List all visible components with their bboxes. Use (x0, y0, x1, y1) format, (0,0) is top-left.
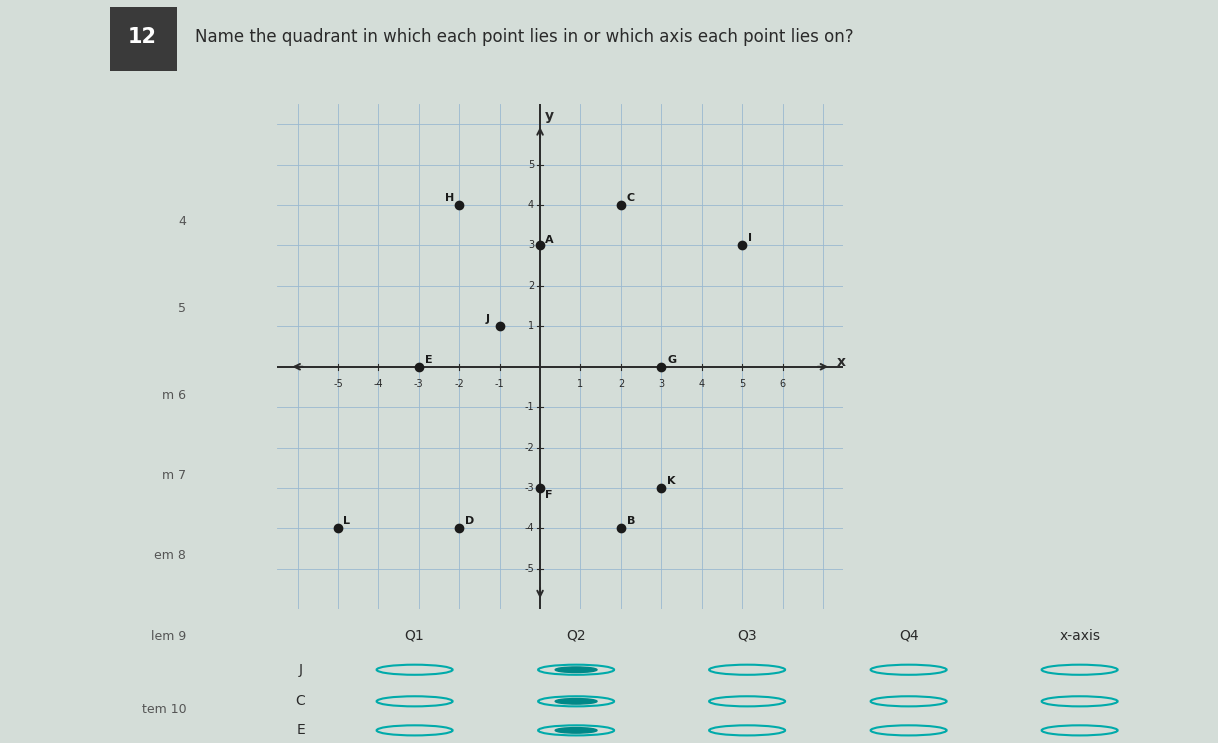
Text: -1: -1 (525, 402, 533, 412)
Text: Q2: Q2 (566, 629, 586, 643)
Text: 1: 1 (527, 321, 533, 331)
Text: -4: -4 (525, 523, 533, 533)
Text: em 8: em 8 (155, 549, 186, 562)
Text: -2: -2 (454, 379, 464, 389)
Text: F: F (544, 490, 553, 500)
Text: Name the quadrant in which each point lies in or which axis each point lies on?: Name the quadrant in which each point li… (195, 28, 854, 46)
Text: J: J (486, 314, 490, 324)
Text: -4: -4 (374, 379, 384, 389)
Text: -3: -3 (414, 379, 424, 389)
Text: Q4: Q4 (899, 629, 918, 643)
Text: G: G (667, 354, 676, 365)
Text: m 7: m 7 (162, 469, 186, 482)
Text: 4: 4 (699, 379, 705, 389)
Text: x-axis: x-axis (1060, 629, 1100, 643)
Text: -5: -5 (524, 564, 533, 574)
Text: D: D (465, 516, 475, 526)
Text: A: A (544, 236, 553, 245)
Text: -1: -1 (495, 379, 504, 389)
Text: 1: 1 (577, 379, 583, 389)
Text: lem 9: lem 9 (151, 629, 186, 643)
Text: 12: 12 (128, 27, 157, 47)
Text: 5: 5 (178, 302, 186, 315)
Text: y: y (544, 109, 554, 123)
Text: -5: -5 (333, 379, 342, 389)
Text: E: E (425, 354, 432, 365)
Text: 6: 6 (780, 379, 786, 389)
Text: 2: 2 (527, 281, 533, 291)
Text: x: x (837, 355, 847, 369)
Text: 5: 5 (527, 160, 533, 169)
Circle shape (555, 698, 597, 704)
Text: -3: -3 (525, 483, 533, 493)
Text: C: C (296, 694, 306, 708)
Text: 5: 5 (739, 379, 745, 389)
Text: I: I (748, 233, 753, 244)
Text: B: B (627, 516, 636, 526)
Text: -2: -2 (524, 443, 533, 452)
Text: C: C (627, 193, 635, 203)
Text: H: H (445, 193, 454, 203)
Text: 3: 3 (527, 241, 533, 250)
Text: 4: 4 (179, 215, 186, 228)
Text: 4: 4 (527, 200, 533, 210)
Text: tem 10: tem 10 (141, 703, 186, 716)
Circle shape (555, 667, 597, 672)
Text: K: K (667, 476, 676, 486)
Text: 3: 3 (658, 379, 664, 389)
Text: E: E (296, 724, 304, 737)
Text: 2: 2 (618, 379, 624, 389)
Text: m 6: m 6 (162, 389, 186, 402)
Circle shape (555, 727, 597, 733)
Text: J: J (298, 663, 302, 677)
FancyBboxPatch shape (110, 7, 177, 71)
Text: Q3: Q3 (737, 629, 756, 643)
Text: Q1: Q1 (404, 629, 425, 643)
Text: L: L (342, 516, 350, 526)
